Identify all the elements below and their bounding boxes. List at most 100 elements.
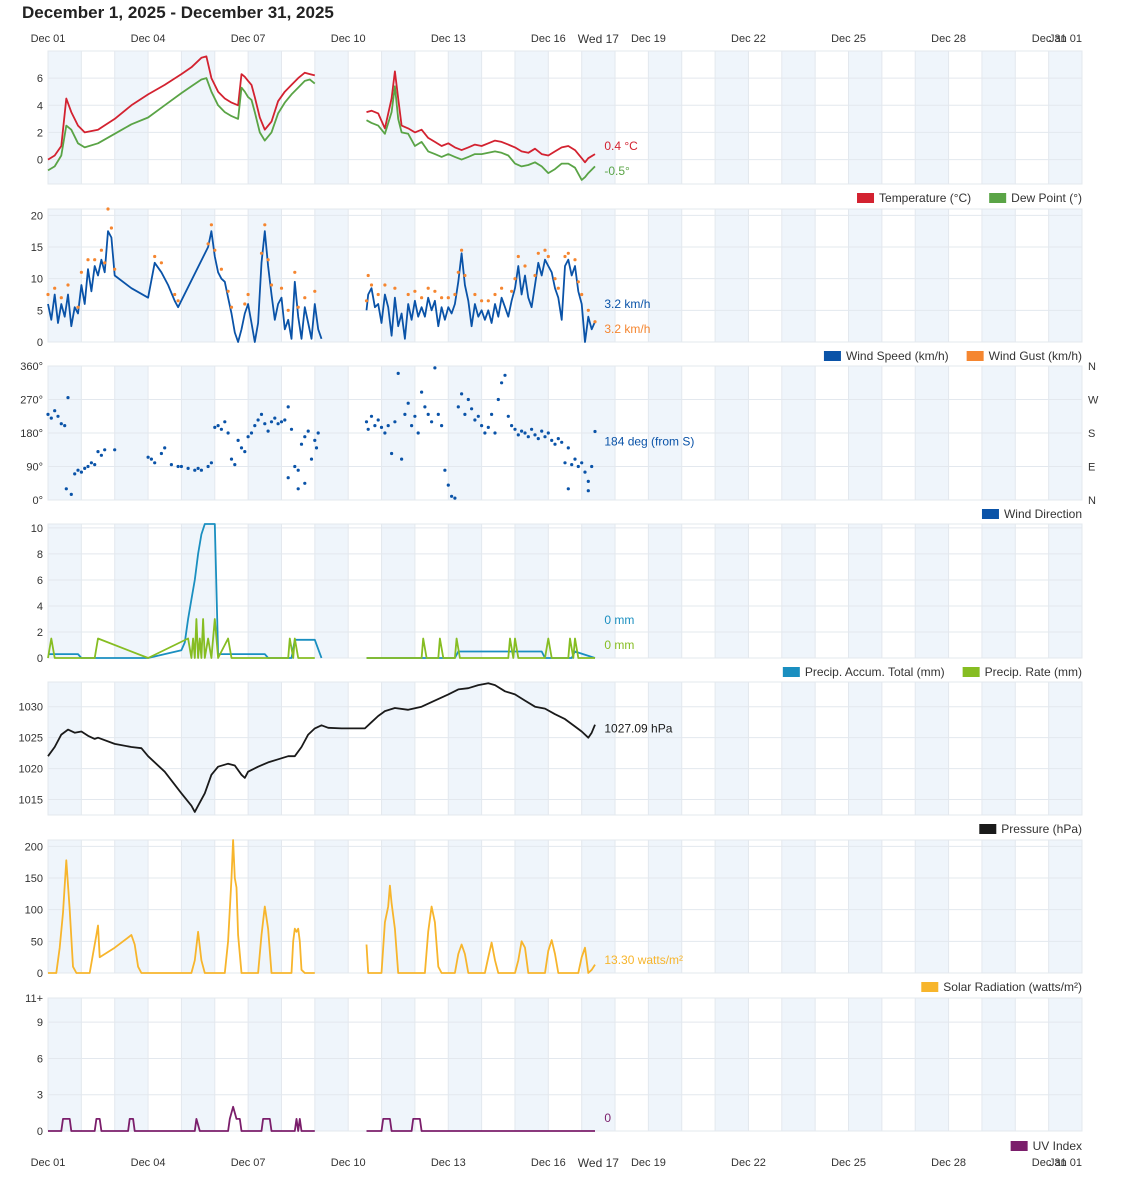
day-band (981, 682, 1016, 815)
x-tick-label: Dec 10 (331, 1157, 366, 1169)
series-precipitation (47, 618, 595, 659)
data-point (546, 254, 550, 259)
data-point (433, 289, 437, 293)
day-band (114, 682, 149, 815)
data-point (283, 418, 287, 422)
day-band (848, 998, 882, 1131)
data-point (56, 414, 60, 418)
day-band (448, 682, 482, 815)
data-point (253, 424, 257, 428)
data-point (263, 422, 267, 426)
data-point (520, 429, 524, 433)
legend-label: Wind Gust (km/h) (989, 349, 1082, 363)
day-band (581, 524, 616, 658)
wind-legend: Wind Gust (km/h) Wind Speed (km/h) (823, 349, 1082, 363)
data-point (420, 296, 424, 300)
data-point (440, 296, 444, 300)
x-tick-label: Dec 22 (731, 33, 766, 45)
data-point (93, 463, 97, 467)
data-point (460, 392, 464, 396)
data-point (256, 418, 260, 422)
data-point (76, 468, 80, 472)
legend-label: Solar Radiation (watts/m²) (943, 980, 1082, 994)
data-point (86, 464, 90, 469)
legend-swatch (966, 351, 984, 361)
data-point (226, 431, 230, 435)
data-point (199, 468, 203, 472)
day-band (715, 209, 749, 342)
data-point (289, 427, 294, 431)
data-point (99, 453, 103, 457)
solar-legend: Solar Radiation (watts/m²) (921, 980, 1082, 994)
data-point (543, 435, 547, 439)
data-point (426, 412, 430, 416)
day-band (1048, 840, 1082, 973)
plot-frame (47, 681, 1083, 816)
data-point (99, 248, 103, 252)
data-point (473, 418, 477, 422)
solar-panel: 0 50 100 150 200 13.30 watts/m² Solar Radiatio… (25, 839, 1083, 994)
data-point (456, 405, 460, 409)
data-point (496, 397, 500, 402)
data-point (543, 248, 547, 252)
data-point (553, 442, 557, 446)
data-point (413, 414, 417, 418)
day-band (715, 840, 749, 973)
y-tick-label: 180° (20, 428, 43, 440)
data-point (176, 299, 180, 303)
data-point (369, 414, 374, 418)
data-point (446, 296, 450, 300)
data-point (523, 264, 527, 268)
data-point (303, 435, 307, 439)
series-solar (48, 839, 596, 974)
data-point (89, 461, 93, 465)
data-point (486, 299, 490, 303)
day-band (48, 840, 82, 973)
day-band (248, 998, 282, 1131)
day-band (981, 209, 1016, 342)
data-point (420, 390, 424, 394)
data-point (159, 451, 163, 456)
day-band (648, 998, 682, 1131)
legend-label: Pressure (hPa) (1001, 822, 1082, 836)
series-wind (46, 207, 597, 324)
data-point (446, 483, 450, 487)
day-band (715, 51, 749, 184)
data-point (586, 479, 590, 483)
day-band (848, 51, 882, 184)
today-label: Wed 17 (578, 32, 619, 46)
x-tick-label: Dec 28 (931, 33, 966, 45)
day-band (1048, 998, 1082, 1131)
day-band (781, 209, 816, 342)
data-point (423, 405, 427, 409)
data-point (566, 487, 570, 491)
data-point (580, 461, 584, 465)
current-value: 3.2 km/h (604, 322, 650, 336)
day-band (114, 840, 149, 973)
data-point (229, 457, 234, 461)
y-tick-label: 0 (37, 337, 43, 349)
data-point (246, 292, 250, 297)
data-point (213, 425, 217, 429)
data-point (163, 446, 167, 450)
series-line (47, 55, 596, 164)
data-point (93, 258, 97, 262)
data-point (46, 412, 50, 416)
current-value: 0 (604, 1111, 611, 1125)
data-point (493, 431, 497, 435)
data-point (59, 422, 63, 426)
plot-frame (47, 208, 1083, 343)
series-wind_direction (46, 366, 597, 500)
data-point (259, 251, 264, 255)
day-band (915, 840, 949, 973)
data-point (266, 429, 270, 433)
day-band (781, 998, 816, 1131)
data-point (406, 292, 410, 297)
y-tick-label: 4 (37, 100, 43, 112)
x-tick-label: Dec 16 (531, 1157, 566, 1169)
data-point (364, 299, 369, 303)
data-point (483, 431, 487, 435)
day-band (181, 524, 215, 658)
